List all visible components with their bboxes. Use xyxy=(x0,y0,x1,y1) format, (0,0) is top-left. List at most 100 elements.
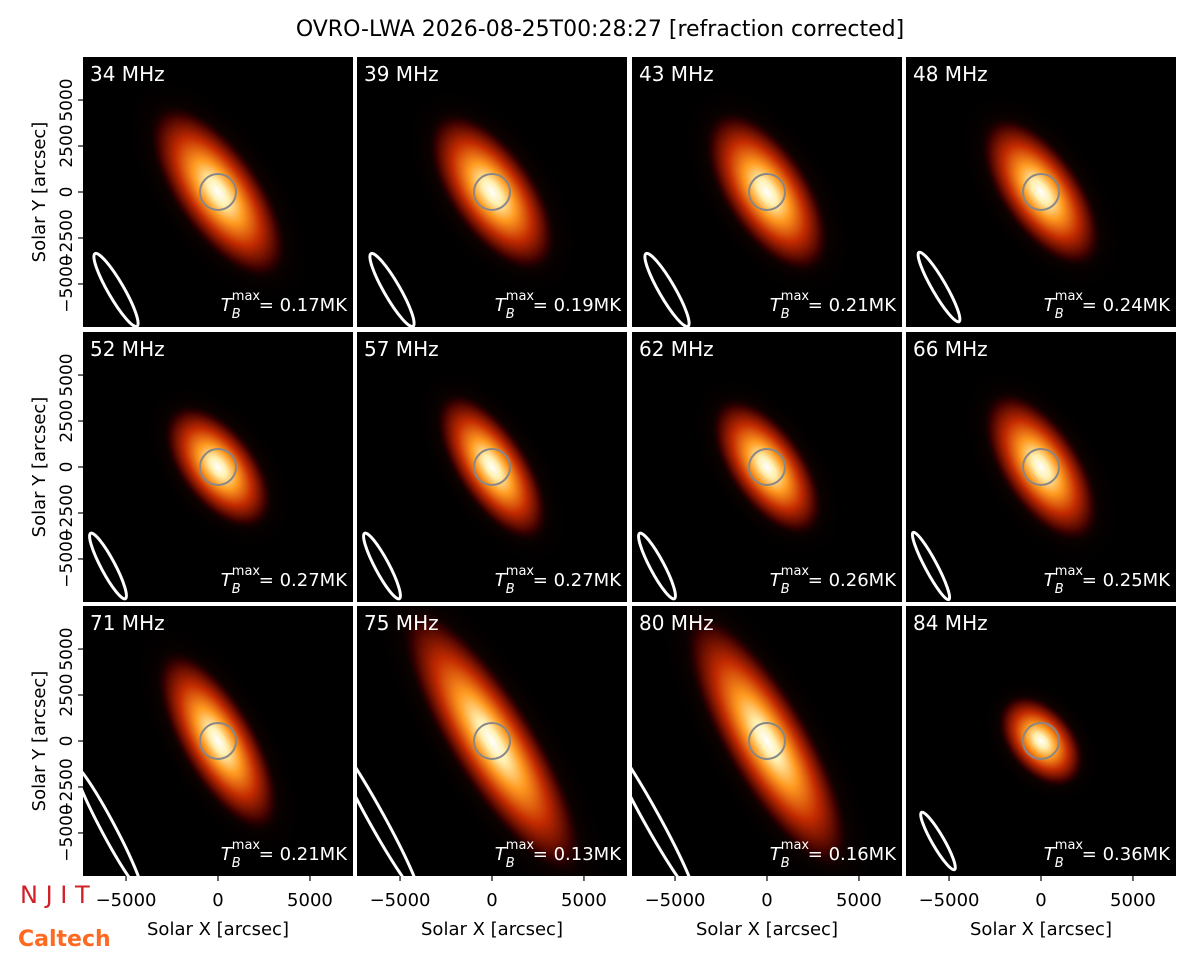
x-tick-label: −5000 xyxy=(370,890,431,911)
solar-disk xyxy=(199,448,237,486)
solar-disk xyxy=(199,173,237,211)
emission xyxy=(996,693,1086,789)
solar-disk xyxy=(473,722,511,760)
emission xyxy=(399,606,585,876)
tmax-symbol: T xyxy=(770,570,783,591)
tmax-subscript: B xyxy=(506,582,515,597)
y-tick-label: 5000 xyxy=(57,78,77,121)
y-tick-label: 5000 xyxy=(57,353,77,396)
y-tick-label: 5000 xyxy=(57,627,77,670)
y-tick-label: −2500 xyxy=(57,209,77,267)
x-axis-label: Solar X [arcsec] xyxy=(970,919,1112,940)
x-axis-label: Solar X [arcsec] xyxy=(147,919,289,940)
y-tick-label: −2500 xyxy=(57,758,77,816)
y-tick-label: 0 xyxy=(57,187,77,198)
tmax-superscript: max xyxy=(232,838,261,853)
tmax-symbol: T xyxy=(1044,844,1057,865)
y-tick-label: 2500 xyxy=(57,399,77,442)
frequency-label: 57 MHz xyxy=(364,337,439,361)
emission xyxy=(426,110,558,274)
beam xyxy=(632,735,696,876)
beam xyxy=(919,810,957,872)
tmax-subscript: B xyxy=(1055,856,1064,871)
tmax-subscript: B xyxy=(506,307,515,322)
tmax-subscript: B xyxy=(781,307,790,322)
y-tick-label: −2500 xyxy=(57,484,77,542)
tmax-subscript: B xyxy=(232,582,241,597)
beam xyxy=(916,250,962,324)
solar-disk xyxy=(1022,722,1060,760)
emission xyxy=(155,647,281,835)
emission xyxy=(162,402,274,532)
tmax-value: = 0.17MK xyxy=(259,295,348,316)
x-axis-label: Solar X [arcsec] xyxy=(421,919,563,940)
solar-disk xyxy=(1022,448,1060,486)
x-tick-label: 0 xyxy=(212,890,223,911)
tmax-subscript: B xyxy=(781,856,790,871)
beam xyxy=(88,531,128,601)
beam xyxy=(362,531,402,601)
frequency-label: 66 MHz xyxy=(913,337,988,361)
frequency-label: 34 MHz xyxy=(90,62,165,86)
tmax-subscript: B xyxy=(1055,307,1064,322)
y-tick-label: 2500 xyxy=(57,124,77,167)
tmax-symbol: T xyxy=(1044,295,1057,316)
frequency-label: 75 MHz xyxy=(364,611,439,635)
y-axis-label: Solar Y [arcsec] xyxy=(29,671,50,812)
tmax-symbol: T xyxy=(770,844,783,865)
tmax-symbol: T xyxy=(221,295,234,316)
x-tick-label: −5000 xyxy=(919,890,980,911)
emission xyxy=(682,609,852,873)
beam xyxy=(357,735,421,876)
y-tick-label: 2500 xyxy=(57,673,77,716)
tmax-symbol: T xyxy=(495,295,508,316)
x-tick-label: −5000 xyxy=(96,890,157,911)
tmax-value: = 0.27MK xyxy=(259,570,348,591)
tmax-value: = 0.25MK xyxy=(1082,570,1171,591)
y-tick-label: −5000 xyxy=(57,530,77,588)
solar-disk xyxy=(748,173,786,211)
tmax-symbol: T xyxy=(770,295,783,316)
tmax-value: = 0.24MK xyxy=(1082,295,1171,316)
beam xyxy=(92,251,140,327)
frequency-label: 80 MHz xyxy=(639,611,714,635)
tmax-value: = 0.13MK xyxy=(533,844,622,865)
tmax-symbol: T xyxy=(495,570,508,591)
y-axis-label: Solar Y [arcsec] xyxy=(29,397,50,538)
x-tick-label: 0 xyxy=(1035,890,1046,911)
emission xyxy=(981,389,1101,545)
beam xyxy=(637,531,677,601)
tmax-symbol: T xyxy=(221,844,234,865)
tmax-value: = 0.26MK xyxy=(808,570,897,591)
x-axis-label: Solar X [arcsec] xyxy=(696,919,838,940)
y-tick-label: 0 xyxy=(57,462,77,473)
solar-disk xyxy=(199,722,237,760)
tmax-subscript: B xyxy=(506,856,515,871)
tmax-superscript: max xyxy=(781,564,810,579)
y-tick-label: −5000 xyxy=(57,255,77,313)
tmax-value: = 0.19MK xyxy=(533,295,622,316)
emission xyxy=(434,390,550,544)
tmax-superscript: max xyxy=(781,838,810,853)
tmax-subscript: B xyxy=(1055,582,1064,597)
emission xyxy=(147,102,289,282)
frequency-label: 39 MHz xyxy=(364,62,439,86)
x-tick-label: 5000 xyxy=(561,890,607,911)
figure-title: OVRO-LWA 2026-08-25T00:28:27 [refraction… xyxy=(296,17,904,42)
y-tick-label: −5000 xyxy=(57,804,77,862)
tmax-subscript: B xyxy=(232,307,241,322)
solar-disk xyxy=(748,448,786,486)
beam xyxy=(643,251,691,327)
emission xyxy=(709,396,825,538)
frequency-label: 43 MHz xyxy=(639,62,714,86)
